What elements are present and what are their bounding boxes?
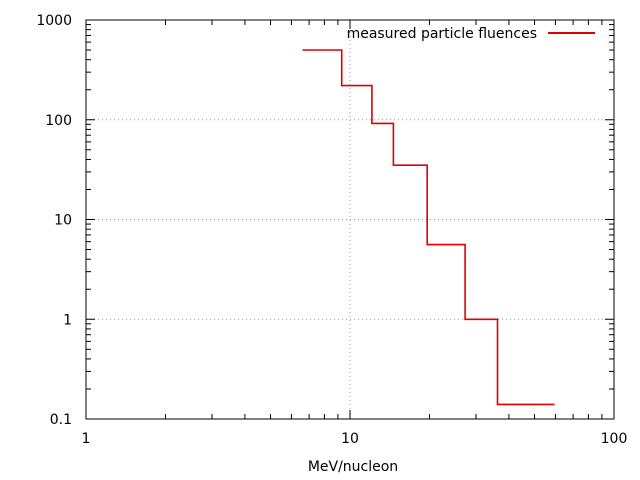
y-tick-label: 1	[63, 312, 72, 328]
y-tick-label: 0.1	[50, 412, 72, 428]
y-tick-label: 100	[45, 113, 72, 129]
y-tick-label: 1000	[36, 13, 72, 29]
x-tick-label: 10	[341, 431, 359, 447]
legend-label: measured particle fluences	[347, 26, 537, 42]
axis-ticks: 1 10 100 0.1 1 10 100 1000	[36, 13, 627, 447]
grid	[86, 20, 614, 419]
series-line-fluences	[302, 49, 555, 406]
x-tick-label: 100	[601, 431, 628, 447]
legend: measured particle fluences	[347, 26, 595, 42]
y-tick-label: 10	[54, 213, 72, 229]
x-axis-label: MeV/nucleon	[308, 459, 398, 475]
x-tick-label: 1	[82, 431, 91, 447]
series-layer	[302, 49, 555, 406]
